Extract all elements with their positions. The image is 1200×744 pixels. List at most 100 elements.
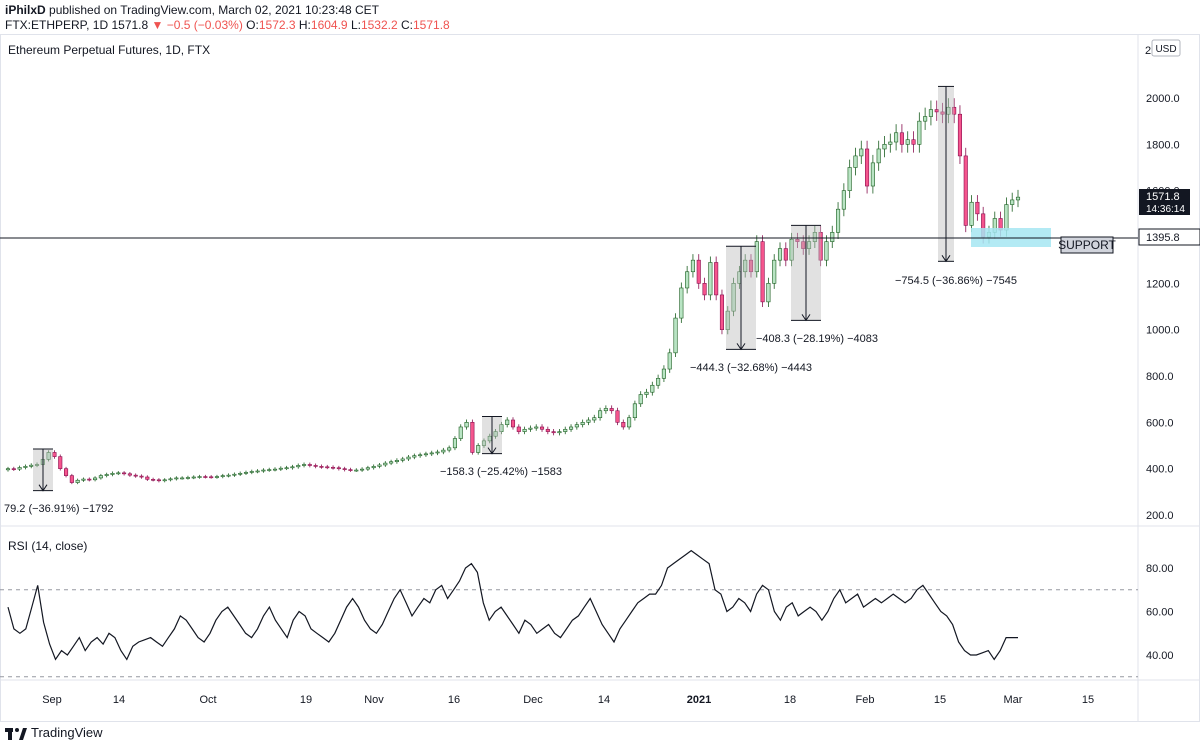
- price-tick-label: 800.0: [1146, 371, 1174, 383]
- candle-down: [783, 248, 788, 261]
- candle-up: [365, 467, 370, 470]
- candle-up: [481, 440, 487, 446]
- candle-down: [58, 456, 63, 469]
- candle-up: [75, 479, 80, 483]
- rsi-tick-label: 80.00: [1146, 563, 1174, 575]
- chart-title: Ethereum Perpetual Futures, 1D, FTX: [8, 43, 210, 57]
- rsi-axis: 80.00 60.00 40.00: [1146, 563, 1174, 662]
- candle-up: [592, 417, 597, 421]
- candle-up: [557, 431, 562, 434]
- candle-up: [429, 452, 434, 455]
- candle-up: [725, 310, 730, 330]
- candle-up: [923, 116, 928, 122]
- candle-down: [127, 473, 132, 476]
- support-label-box[interactable]: [1060, 236, 1114, 254]
- candle-up: [23, 466, 28, 468]
- candle-up: [754, 241, 759, 273]
- publisher-name[interactable]: iPhilxD: [5, 3, 46, 17]
- candle-down: [122, 472, 127, 475]
- candle-up: [98, 475, 103, 479]
- price-tick-label: 400.0: [1146, 464, 1174, 476]
- measure-arrow-head: [941, 255, 951, 263]
- candle-up: [853, 155, 858, 168]
- time-tick-label: 15: [1082, 694, 1094, 706]
- symbol-line: FTX:ETHPERP, 1D 1571.8 ▼ −0.5 (−0.03%) O…: [5, 18, 450, 32]
- candle-down: [151, 479, 156, 481]
- currency-button-box[interactable]: [1151, 39, 1181, 57]
- candle-up: [580, 422, 585, 425]
- high-label: H:: [298, 18, 311, 32]
- candle-down: [69, 475, 74, 483]
- candle-up: [1010, 199, 1015, 205]
- candle-up: [418, 454, 423, 457]
- candle-up: [836, 208, 841, 233]
- rsi-line: [7, 549, 1018, 661]
- candle-up: [290, 466, 295, 469]
- candle-up: [731, 283, 736, 312]
- candle-down: [209, 476, 214, 479]
- down-arrow-icon: ▼: [151, 18, 164, 32]
- time-tick-label: Feb: [856, 694, 875, 706]
- candle-up: [301, 464, 307, 466]
- price-tick-label: 1800.0: [1146, 139, 1180, 151]
- candle-up: [249, 471, 254, 473]
- candle-up: [400, 458, 405, 461]
- time-tick-label: Nov: [364, 694, 384, 706]
- candle-up: [847, 167, 852, 191]
- candle-up: [563, 428, 568, 432]
- currency-button[interactable]: USD: [1155, 44, 1176, 55]
- candle-down: [52, 452, 57, 457]
- time-tick-label: 16: [448, 694, 460, 706]
- candle-down: [934, 109, 939, 113]
- candle-up: [650, 384, 655, 393]
- candle-up: [185, 477, 190, 479]
- candle-down: [609, 408, 614, 412]
- candle-down: [470, 422, 475, 453]
- candle-down: [795, 239, 800, 242]
- candle-up: [830, 232, 835, 242]
- candle-up: [360, 468, 365, 471]
- candle-up: [394, 460, 399, 463]
- countdown-label: 14:36:14: [1146, 204, 1185, 215]
- candle-up: [969, 201, 974, 226]
- candle-up: [116, 472, 121, 475]
- candle-down: [325, 466, 330, 469]
- candle-down: [64, 468, 69, 476]
- candle-down: [87, 478, 92, 481]
- candle-up: [284, 467, 289, 470]
- symbol-label: FTX:ETHPERP, 1D: [5, 18, 109, 32]
- time-tick-label: 2021: [687, 694, 711, 706]
- candle-up: [859, 148, 864, 157]
- price-tick-label: 600.0: [1146, 417, 1174, 429]
- price-tick-label: 1000.0: [1146, 325, 1180, 337]
- candle-up: [569, 426, 574, 430]
- candle-down: [940, 111, 945, 115]
- candle-down: [963, 155, 968, 226]
- candle-up: [435, 451, 440, 454]
- candle-up: [870, 162, 875, 187]
- time-tick-label: 19: [300, 694, 312, 706]
- low-value: 1532.2: [360, 18, 398, 32]
- chart-svg[interactable]: Ethereum Perpetual Futures, 1D, FTX 22 U…: [0, 34, 1200, 722]
- candle-up: [946, 106, 951, 115]
- candle-up: [389, 461, 394, 464]
- close-label: C:: [401, 18, 413, 32]
- time-tick-label: Mar: [1004, 694, 1023, 706]
- footer: TradingView: [0, 722, 1200, 744]
- candle-down: [818, 232, 823, 261]
- measure-label: −754.5 (−36.86%) −7545: [895, 275, 1017, 287]
- candle-up: [162, 479, 167, 482]
- candle-down: [760, 241, 765, 303]
- support-price-label: 1395.8: [1146, 232, 1180, 244]
- candle-up: [824, 241, 829, 261]
- candle-up: [191, 476, 196, 479]
- candle-up: [685, 271, 690, 289]
- candle-down: [313, 465, 318, 467]
- chart-frame: Ethereum Perpetual Futures, 1D, FTX 22 U…: [0, 34, 1200, 722]
- candle-down: [911, 139, 916, 145]
- candle-up: [46, 452, 51, 460]
- support-price-tag: [1138, 228, 1200, 246]
- last-price-label: 1571.8: [1146, 191, 1180, 203]
- tradingview-brand[interactable]: TradingView: [5, 725, 103, 740]
- candle-up: [603, 408, 608, 412]
